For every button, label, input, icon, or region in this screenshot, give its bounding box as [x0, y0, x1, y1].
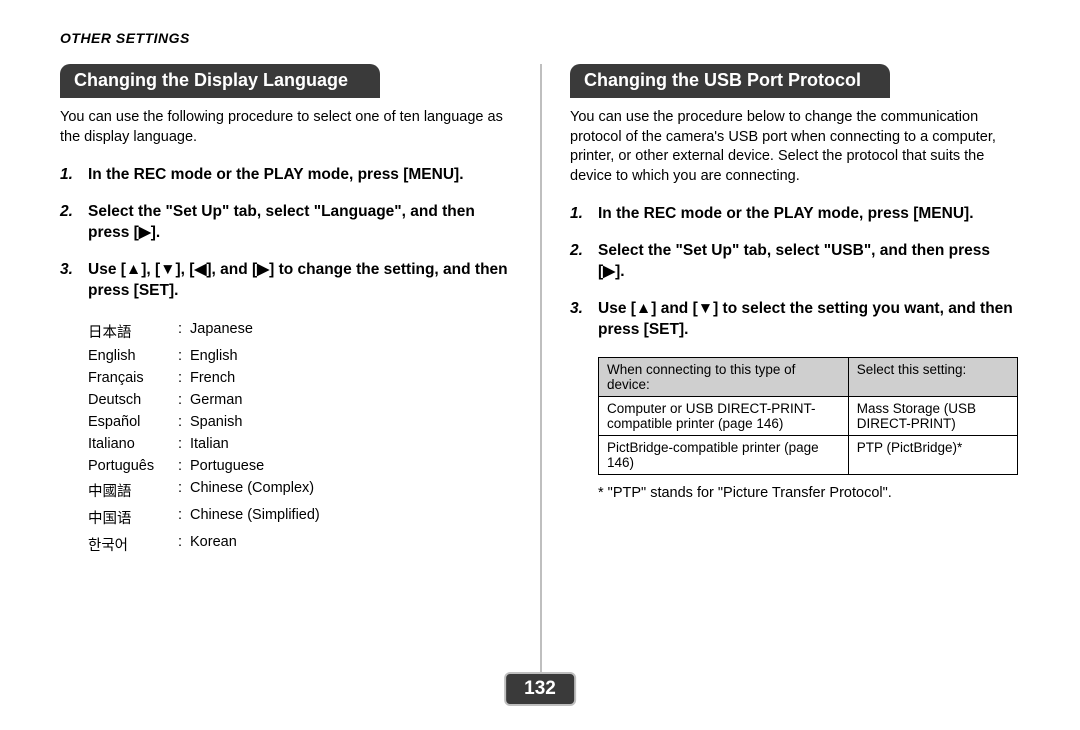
language-colon: : [178, 455, 190, 477]
language-colon: : [178, 318, 190, 345]
table-row: Computer or USB DIRECT-PRINT-compatible … [599, 396, 1018, 435]
language-english: Italian [190, 433, 326, 455]
language-row: 한국어:Korean [88, 531, 326, 558]
right-step-3: Use [▲] and [▼] to select the setting yo… [570, 299, 1020, 341]
language-colon: : [178, 367, 190, 389]
two-column-layout: Changing the Display Language You can us… [30, 64, 1050, 674]
language-table: 日本語:JapaneseEnglish:EnglishFrançais:Fren… [88, 318, 326, 558]
table-header-setting: Select this setting: [848, 357, 1017, 396]
language-english: Portuguese [190, 455, 326, 477]
language-row: Italiano:Italian [88, 433, 326, 455]
language-english: Chinese (Simplified) [190, 504, 326, 531]
footnote: * "PTP" stands for "Picture Transfer Pro… [598, 485, 1020, 501]
section-header: OTHER SETTINGS [60, 30, 1050, 46]
language-native: 中国语 [88, 504, 178, 531]
language-row: Français:French [88, 367, 326, 389]
language-colon: : [178, 411, 190, 433]
language-row: 中國語:Chinese (Complex) [88, 477, 326, 504]
left-column: Changing the Display Language You can us… [30, 64, 540, 674]
language-native: Français [88, 367, 178, 389]
column-divider [540, 64, 542, 674]
right-column: Changing the USB Port Protocol You can u… [540, 64, 1050, 674]
left-step-3: Use [▲], [▼], [◀], and [▶] to change the… [60, 260, 510, 302]
right-step-2: Select the "Set Up" tab, select "USB", a… [570, 241, 1020, 283]
language-native: 한국어 [88, 531, 178, 558]
language-colon: : [178, 389, 190, 411]
language-row: Português:Portuguese [88, 455, 326, 477]
left-intro-text: You can use the following procedure to s… [60, 108, 510, 147]
language-english: Spanish [190, 411, 326, 433]
right-intro-text: You can use the procedure below to chang… [570, 108, 1020, 186]
language-colon: : [178, 477, 190, 504]
language-english: Korean [190, 531, 326, 558]
language-english: French [190, 367, 326, 389]
language-row: Español:Spanish [88, 411, 326, 433]
language-english: Chinese (Complex) [190, 477, 326, 504]
language-english: Japanese [190, 318, 326, 345]
language-row: 中国语:Chinese (Simplified) [88, 504, 326, 531]
left-section-title: Changing the Display Language [60, 64, 380, 98]
manual-page: OTHER SETTINGS Changing the Display Lang… [30, 30, 1050, 700]
table-row: PictBridge-compatible printer (page 146)… [599, 435, 1018, 474]
usb-protocol-table: When connecting to this type of device: … [598, 357, 1018, 475]
language-native: 日本語 [88, 318, 178, 345]
right-steps-list: In the REC mode or the PLAY mode, press … [570, 204, 1020, 341]
right-after-steps: When connecting to this type of device: … [598, 357, 1020, 501]
language-native: Deutsch [88, 389, 178, 411]
language-colon: : [178, 504, 190, 531]
table-cell-device: PictBridge-compatible printer (page 146) [599, 435, 849, 474]
language-english: English [190, 345, 326, 367]
left-step-2: Select the "Set Up" tab, select "Languag… [60, 202, 510, 244]
table-cell-device: Computer or USB DIRECT-PRINT-compatible … [599, 396, 849, 435]
language-colon: : [178, 433, 190, 455]
table-cell-setting: Mass Storage (USB DIRECT-PRINT) [848, 396, 1017, 435]
table-header-device: When connecting to this type of device: [599, 357, 849, 396]
language-row: English:English [88, 345, 326, 367]
language-native: Español [88, 411, 178, 433]
language-row: Deutsch:German [88, 389, 326, 411]
language-native: 中國語 [88, 477, 178, 504]
language-native: Português [88, 455, 178, 477]
right-step-1: In the REC mode or the PLAY mode, press … [570, 204, 1020, 225]
language-native: Italiano [88, 433, 178, 455]
left-step-1: In the REC mode or the PLAY mode, press … [60, 165, 510, 186]
table-header-row: When connecting to this type of device: … [599, 357, 1018, 396]
language-native: English [88, 345, 178, 367]
left-steps-list: In the REC mode or the PLAY mode, press … [60, 165, 510, 302]
language-english: German [190, 389, 326, 411]
language-colon: : [178, 345, 190, 367]
language-colon: : [178, 531, 190, 558]
table-cell-setting: PTP (PictBridge)* [848, 435, 1017, 474]
right-section-title: Changing the USB Port Protocol [570, 64, 890, 98]
language-row: 日本語:Japanese [88, 318, 326, 345]
page-number-badge: 132 [504, 672, 576, 706]
language-table-body: 日本語:JapaneseEnglish:EnglishFrançais:Fren… [88, 318, 326, 558]
